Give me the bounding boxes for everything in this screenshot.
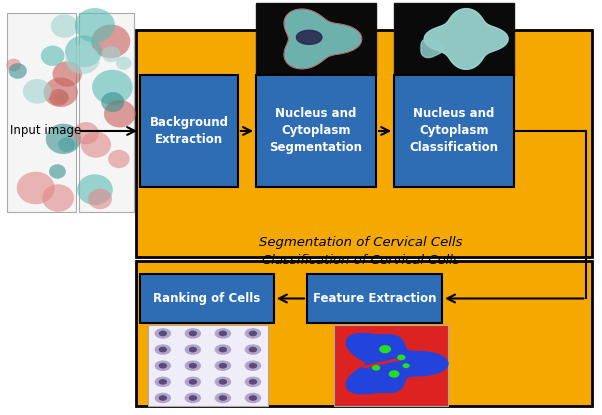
Ellipse shape — [155, 328, 171, 339]
Ellipse shape — [155, 376, 171, 387]
Ellipse shape — [215, 344, 231, 355]
Text: Feature Extraction: Feature Extraction — [313, 292, 436, 305]
FancyBboxPatch shape — [334, 325, 448, 406]
Ellipse shape — [155, 344, 171, 355]
Ellipse shape — [159, 347, 167, 352]
FancyBboxPatch shape — [307, 273, 442, 323]
Ellipse shape — [215, 328, 231, 339]
Ellipse shape — [185, 393, 201, 403]
Ellipse shape — [185, 344, 201, 355]
FancyBboxPatch shape — [79, 13, 134, 212]
Ellipse shape — [219, 379, 227, 385]
Ellipse shape — [58, 137, 75, 152]
FancyBboxPatch shape — [136, 261, 592, 406]
Circle shape — [397, 354, 406, 360]
Ellipse shape — [75, 8, 115, 43]
Ellipse shape — [6, 59, 21, 71]
Ellipse shape — [81, 132, 111, 158]
Ellipse shape — [66, 45, 99, 74]
Ellipse shape — [108, 150, 129, 168]
Ellipse shape — [104, 100, 136, 127]
Ellipse shape — [65, 35, 102, 67]
Ellipse shape — [88, 188, 112, 209]
Ellipse shape — [155, 393, 171, 403]
Ellipse shape — [49, 164, 66, 179]
Ellipse shape — [188, 395, 197, 401]
Ellipse shape — [244, 361, 261, 371]
Polygon shape — [296, 30, 322, 44]
Ellipse shape — [219, 331, 227, 336]
FancyBboxPatch shape — [148, 325, 268, 406]
Ellipse shape — [188, 379, 197, 385]
Text: Input image: Input image — [10, 124, 81, 137]
Ellipse shape — [244, 344, 261, 355]
Ellipse shape — [215, 393, 231, 403]
Text: Background
Extraction: Background Extraction — [149, 116, 229, 146]
FancyBboxPatch shape — [136, 29, 592, 257]
Ellipse shape — [102, 46, 120, 62]
Polygon shape — [346, 334, 448, 394]
FancyBboxPatch shape — [140, 273, 274, 323]
Ellipse shape — [244, 376, 261, 387]
Circle shape — [403, 363, 410, 368]
Ellipse shape — [188, 363, 197, 369]
Text: Nucleus and
Cytoplasm
Segmentation: Nucleus and Cytoplasm Segmentation — [270, 107, 362, 154]
Circle shape — [372, 365, 380, 371]
Text: Nucleus and
Cytoplasm
Classification: Nucleus and Cytoplasm Classification — [409, 107, 498, 154]
Ellipse shape — [219, 395, 227, 401]
Ellipse shape — [188, 331, 197, 336]
FancyBboxPatch shape — [256, 3, 376, 75]
Circle shape — [379, 345, 391, 353]
Ellipse shape — [249, 395, 257, 401]
Ellipse shape — [159, 395, 167, 401]
FancyBboxPatch shape — [7, 13, 76, 212]
Ellipse shape — [249, 347, 257, 352]
Ellipse shape — [101, 92, 125, 112]
Ellipse shape — [244, 328, 261, 339]
Polygon shape — [424, 9, 508, 69]
Circle shape — [389, 370, 400, 378]
Ellipse shape — [244, 393, 261, 403]
Polygon shape — [284, 9, 362, 69]
FancyBboxPatch shape — [140, 75, 238, 187]
Ellipse shape — [49, 89, 68, 106]
Ellipse shape — [249, 363, 257, 369]
Ellipse shape — [185, 376, 201, 387]
Ellipse shape — [41, 46, 64, 66]
Ellipse shape — [46, 124, 81, 154]
Ellipse shape — [159, 331, 167, 336]
Ellipse shape — [185, 361, 201, 371]
Ellipse shape — [249, 379, 257, 385]
Ellipse shape — [17, 172, 55, 204]
Ellipse shape — [77, 174, 113, 205]
Ellipse shape — [188, 347, 197, 352]
Ellipse shape — [219, 347, 227, 352]
Ellipse shape — [8, 63, 27, 79]
Ellipse shape — [155, 361, 171, 371]
Ellipse shape — [54, 91, 69, 104]
Text: Segmentation of Cervical Cells: Segmentation of Cervical Cells — [259, 236, 463, 249]
Text: Classification of Cervical Cells: Classification of Cervical Cells — [262, 254, 460, 268]
FancyBboxPatch shape — [394, 3, 514, 75]
Ellipse shape — [92, 24, 130, 58]
Ellipse shape — [43, 78, 78, 107]
Ellipse shape — [219, 363, 227, 369]
Ellipse shape — [23, 79, 51, 104]
Ellipse shape — [73, 122, 99, 144]
Ellipse shape — [92, 70, 133, 105]
Polygon shape — [421, 39, 444, 58]
FancyBboxPatch shape — [394, 75, 514, 187]
Ellipse shape — [159, 379, 167, 385]
FancyBboxPatch shape — [256, 75, 376, 187]
Ellipse shape — [159, 363, 167, 369]
Text: Ranking of Cells: Ranking of Cells — [154, 292, 261, 305]
Ellipse shape — [51, 14, 78, 38]
Ellipse shape — [116, 56, 132, 70]
Ellipse shape — [185, 328, 201, 339]
Ellipse shape — [215, 361, 231, 371]
Ellipse shape — [52, 61, 82, 87]
Ellipse shape — [215, 376, 231, 387]
Ellipse shape — [249, 331, 257, 336]
Ellipse shape — [42, 184, 74, 212]
